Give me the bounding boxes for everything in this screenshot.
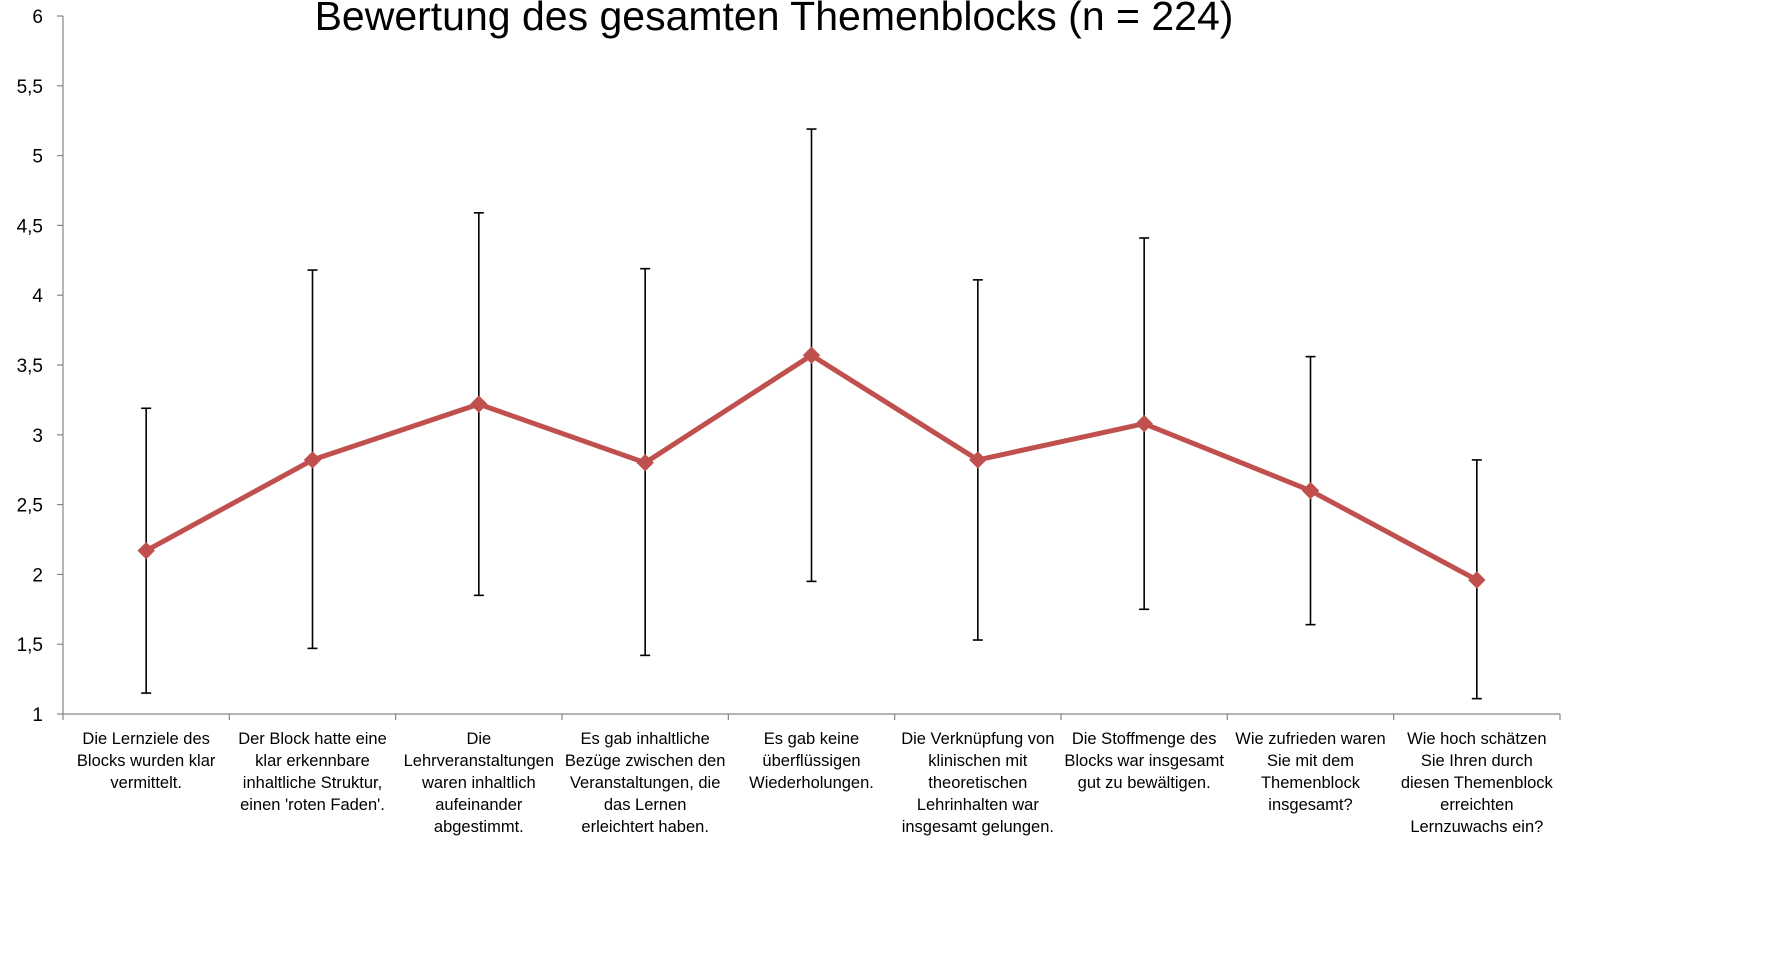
x-category-label-line: Blocks war insgesamt [1064, 752, 1224, 770]
chart-title: Bewertung des gesamten Themenblocks (n =… [315, 0, 1234, 39]
x-category-label-line: Es gab inhaltliche [580, 730, 709, 748]
y-tick-label: 5,5 [17, 77, 43, 98]
x-category-label-line: Sie Ihren durch [1421, 752, 1533, 770]
y-tick-label: 4,5 [17, 216, 43, 237]
x-category-label-line: Die Lernziele des [82, 730, 210, 748]
data-point-marker [1135, 414, 1153, 433]
x-category-label-line: erreichten [1440, 796, 1513, 814]
x-category-label-line: Wie hoch schätzen [1407, 730, 1546, 748]
x-category-label-line: theoretischen [928, 774, 1027, 792]
chart-title-text: Bewertung des gesamten Themenblocks (n =… [315, 0, 1234, 39]
data-point-marker [1468, 571, 1486, 589]
x-category-label-line: insgesamt gelungen. [902, 818, 1054, 836]
data-point-marker [137, 541, 155, 560]
x-category-label-line: Lehrveranstaltungen [404, 752, 554, 770]
x-category-label-line: erleichtert haben. [581, 818, 709, 836]
data-point-marker [969, 451, 987, 469]
data-point-marker [303, 451, 322, 469]
y-axis-tick-labels: 1 1,5 2 2,5 3 3,5 4 4,5 5 5,5 6 [17, 7, 44, 726]
y-tick-label: 4 [32, 286, 43, 307]
data-point-marker [470, 395, 488, 413]
y-tick-label: 6 [32, 7, 43, 28]
x-category-label: Der Block hatte eine klar erkennbare inhal… [238, 730, 387, 814]
x-category-label-line: Lernzuwachs ein? [1410, 818, 1543, 836]
x-category-label-line: Veranstaltungen, die [570, 774, 720, 792]
x-axis-category-labels: Die Lernziele des Blocks wurden klar vermi… [77, 730, 1554, 836]
x-category-label-line: klinischen mit [928, 752, 1027, 770]
data-point-marker [802, 346, 821, 364]
y-tick-label: 5 [32, 147, 43, 168]
x-category-label-line: aufeinander [435, 796, 523, 814]
x-category-label-line: Wie zufrieden waren [1235, 730, 1385, 748]
x-category-label-line: gut zu bewältigen. [1078, 774, 1211, 792]
y-tick-label: 2 [32, 565, 43, 586]
x-category-label: Wie hoch schätzen Sie Ihren durch diesen T… [1401, 730, 1554, 836]
y-tick-label: 1 [32, 705, 43, 726]
x-category-label: Es gab keine überflüssigen Wiederholungen. [749, 730, 874, 792]
x-category-label: Die Verknüpfung von klinischen mit theoret… [901, 730, 1054, 836]
y-tick-label: 3 [32, 426, 43, 447]
x-category-label-line: Die Verknüpfung von [901, 730, 1054, 748]
axes [57, 15, 1561, 720]
x-category-label: Die Lehrveranstaltungen waren inhaltlich au… [404, 730, 554, 836]
x-category-label-line: Es gab keine [764, 730, 859, 748]
x-category-label-line: Wiederholungen. [749, 774, 874, 792]
x-category-label-line: einen 'roten Faden'. [240, 796, 385, 814]
x-category-label-line: Bezüge zwischen den [565, 752, 726, 770]
x-category-label-line: inhaltliche Struktur, [243, 774, 382, 792]
y-tick-label: 3,5 [17, 356, 43, 377]
x-category-label: Die Lernziele des Blocks wurden klar vermi… [77, 730, 216, 792]
x-category-label: Die Stoffmenge des Blocks war insgesamt gu… [1064, 730, 1224, 792]
x-category-label-line: überflüssigen [762, 752, 860, 770]
y-tick-label: 2,5 [17, 496, 43, 517]
x-category-label-line: Blocks wurden klar [77, 752, 216, 770]
x-category-label-line: Sie mit dem [1267, 752, 1354, 770]
data-point-marker [1301, 481, 1320, 500]
y-tick-label: 1,5 [17, 635, 43, 656]
x-category-label: Wie zufrieden waren Sie mit dem Themenbloc… [1235, 730, 1385, 814]
x-category-label-line: diesen Themenblock [1401, 774, 1554, 792]
x-category-label-line: das Lernen [604, 796, 687, 814]
series-line-group [137, 346, 1486, 589]
x-category-label-line: Lehrinhalten war [917, 796, 1039, 814]
x-category-label-line: Die Stoffmenge des [1072, 730, 1217, 748]
x-category-label-line: klar erkennbare [255, 752, 370, 770]
x-category-label-line: Der Block hatte eine [238, 730, 387, 748]
data-point-marker [636, 454, 654, 472]
error-bars [141, 128, 1482, 700]
x-category-label-line: Die [466, 730, 491, 748]
x-category-label-line: waren inhaltlich [421, 774, 536, 792]
x-category-label-line: vermittelt. [110, 774, 182, 792]
x-category-label-line: Themenblock [1261, 774, 1361, 792]
x-category-label: Es gab inhaltliche Bezüge zwischen den Ver… [565, 730, 726, 836]
x-category-label-line: insgesamt? [1268, 796, 1352, 814]
x-category-label-line: abgestimmt. [434, 818, 524, 836]
